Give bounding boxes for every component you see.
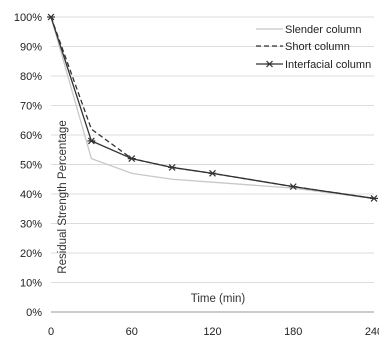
- data-point-interfacial-column: [168, 164, 177, 171]
- x-tick-label: 240: [365, 326, 379, 338]
- data-point-interfacial-column: [289, 183, 298, 191]
- data-point-interfacial-column: [47, 13, 55, 21]
- x-tick-label: 60: [126, 326, 138, 338]
- y-tick-label: 40%: [20, 189, 42, 201]
- series-markers: [47, 13, 378, 202]
- y-tick-label: 90%: [20, 42, 42, 54]
- legend-label-slender-column: Slender column: [285, 24, 361, 36]
- data-point-interfacial-column: [208, 169, 217, 177]
- tick-labels: 0% 10% 20% 30% 40% 50% 60% 70% 80% 90% 100% 0 60 120 1…: [14, 12, 379, 338]
- data-point-interfacial-column: [370, 195, 378, 202]
- legend-marker-interfacial-column: [265, 60, 274, 68]
- y-tick-label: 60%: [20, 130, 42, 142]
- y-tick-label: 70%: [20, 101, 42, 113]
- y-tick-label: 50%: [20, 160, 42, 172]
- y-tick-label: 10%: [20, 278, 42, 290]
- x-tick-label: 180: [284, 326, 302, 338]
- legend-star-marker: [265, 60, 274, 68]
- gridlines: [51, 16, 374, 313]
- series-line-slender-column: [50, 16, 375, 200]
- y-tick-label: 100%: [14, 12, 42, 24]
- legend-label-interfacial-column: Interfacial column: [285, 59, 371, 71]
- y-tick-label: 20%: [20, 248, 42, 260]
- legend-label-short-column: Short column: [285, 41, 350, 53]
- legend: Slender column Short column Interfacial …: [256, 24, 371, 71]
- y-tick-label: 80%: [20, 71, 42, 83]
- data-point-interfacial-column: [87, 137, 96, 145]
- data-point-interfacial-column: [127, 155, 136, 163]
- y-axis-label: Residual Strength Percentage: [57, 120, 69, 273]
- x-tick-label: 0: [48, 326, 54, 338]
- y-tick-label: 0%: [26, 307, 42, 319]
- y-tick-label: 30%: [20, 219, 42, 231]
- x-axis-label: Time (min): [191, 293, 246, 305]
- x-tick-label: 120: [203, 326, 221, 338]
